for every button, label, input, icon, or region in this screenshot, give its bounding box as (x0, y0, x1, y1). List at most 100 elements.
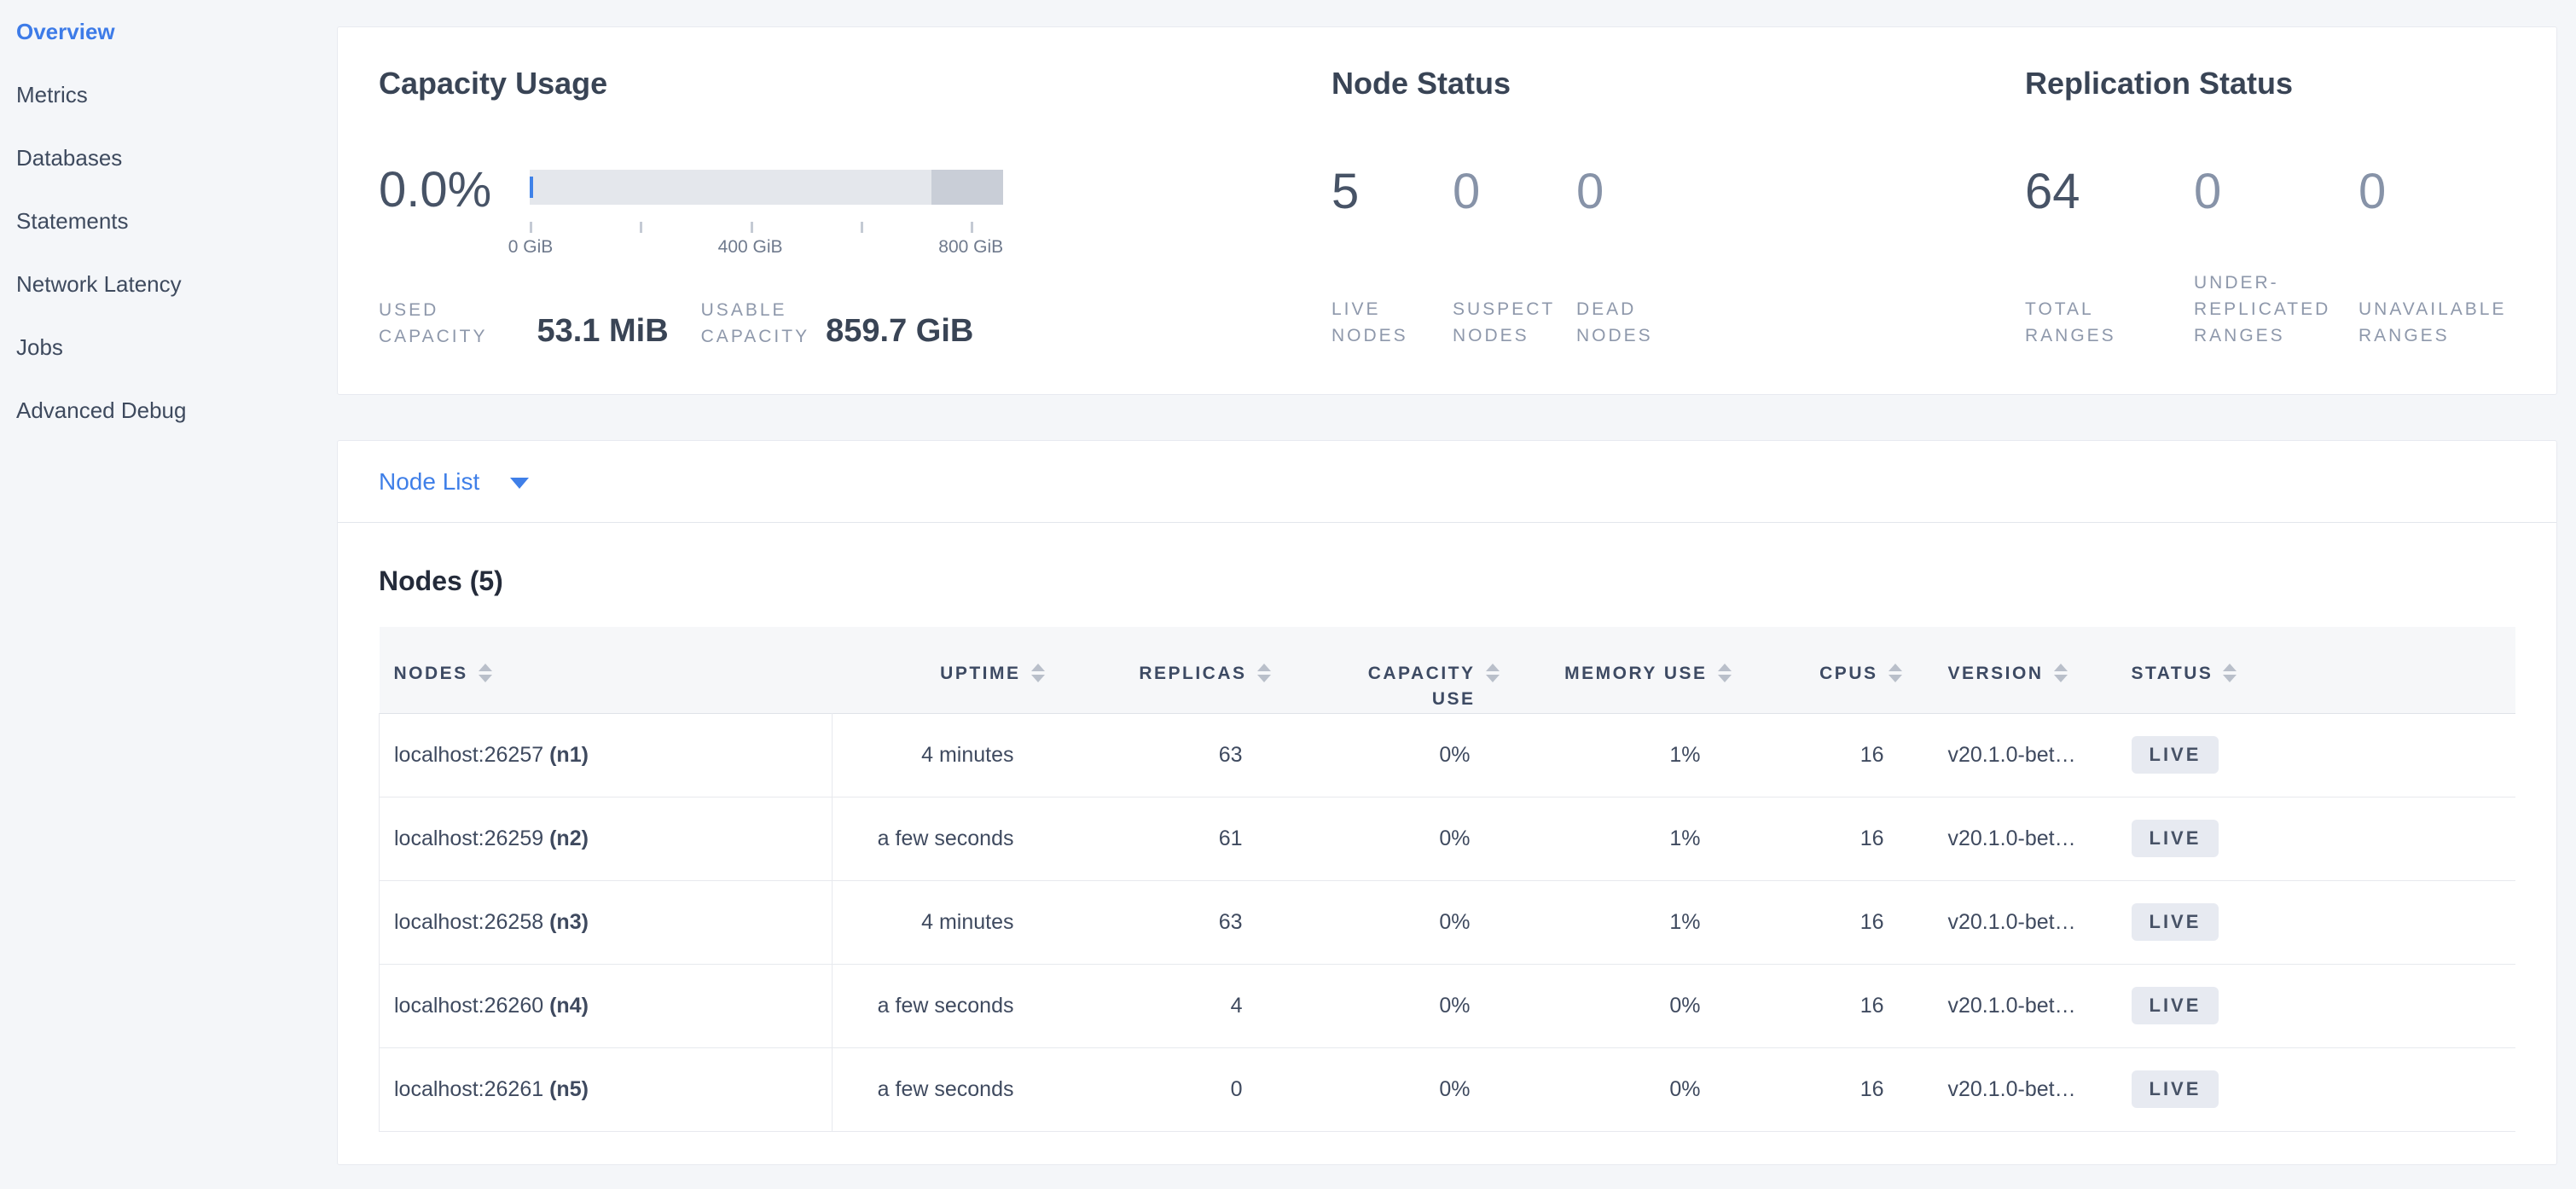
node-cpus: 16 (1743, 713, 1914, 798)
node-status-section: Node Status 5 LIVE NODES 0 SUSPECT NODES… (1332, 65, 2025, 394)
node-list-card: Node List Nodes (5) NODES UPTIME (337, 440, 2557, 1165)
node-cpus: 16 (1743, 964, 1914, 1048)
column-header-label: STATUS (2131, 664, 2213, 683)
dead-nodes-stat: 0 DEAD NODES (1576, 165, 1653, 349)
total-ranges-label: TOTAL RANGES (2025, 299, 2116, 345)
chevron-down-icon (510, 478, 530, 489)
sort-icon (478, 664, 492, 682)
node-row[interactable]: localhost:26260 (n4) a few seconds 4 0% … (379, 964, 2515, 1048)
node-memory-use: 1% (1511, 880, 1743, 965)
node-address[interactable]: localhost:26257 (394, 742, 544, 767)
under-replicated-ranges-value: 0 (2194, 164, 2222, 219)
node-address[interactable]: localhost:26259 (394, 826, 544, 850)
node-address[interactable]: localhost:26261 (394, 1076, 544, 1101)
node-memory-use: 0% (1511, 1047, 1743, 1132)
capacity-usage-section: Capacity Usage 0.0% 0 GiB 400 GiB 800 Gi… (379, 65, 1332, 394)
capacity-usage-title: Capacity Usage (379, 66, 608, 101)
gauge-tick (860, 222, 863, 233)
sort-icon (1256, 664, 1271, 682)
node-list-selector-label: Node List (379, 467, 480, 495)
sort-icon (2223, 664, 2237, 682)
column-header-replicas[interactable]: REPLICAS (1057, 627, 1283, 713)
used-capacity-label: USED CAPACITY (379, 300, 488, 346)
node-version: v20.1.0-bet… (1913, 797, 2115, 881)
column-header-label: REPLICAS (1139, 664, 1247, 683)
node-status-title: Node Status (1332, 66, 1511, 101)
sort-icon (1485, 664, 1500, 682)
column-header-label: MEMORY USE (1564, 664, 1708, 683)
status-badge: LIVE (2131, 1070, 2219, 1108)
node-id: (n1) (549, 742, 589, 767)
status-badge: LIVE (2131, 903, 2219, 941)
sidebar-item-statements[interactable]: Statements (16, 208, 129, 234)
node-replicas: 61 (1056, 797, 1283, 881)
node-cpus: 16 (1743, 1047, 1914, 1132)
node-replicas: 63 (1056, 880, 1283, 965)
sidebar-item-jobs[interactable]: Jobs (16, 334, 63, 360)
live-nodes-value: 5 (1332, 164, 1360, 219)
gauge-tick-label: 0 GiB (508, 237, 554, 257)
node-capacity-use: 0% (1282, 713, 1511, 798)
node-list-view-selector[interactable]: Node List (338, 441, 2556, 523)
sort-icon (1030, 664, 1045, 682)
column-header-label: CAPACITY USE (1367, 664, 1476, 709)
capacity-gauge-track (530, 170, 1003, 205)
live-nodes-stat: 5 LIVE NODES (1332, 165, 1453, 349)
column-header-label: CPUS (1819, 664, 1878, 683)
nodes-section-title: Nodes (5) (379, 566, 503, 596)
node-cpus: 16 (1743, 880, 1914, 965)
column-header-nodes[interactable]: NODES (380, 627, 833, 713)
node-address[interactable]: localhost:26260 (394, 993, 544, 1018)
suspect-nodes-label: SUSPECT NODES (1453, 299, 1556, 345)
node-version: v20.1.0-bet… (1913, 713, 2115, 798)
node-capacity-use: 0% (1282, 1047, 1511, 1132)
node-row[interactable]: localhost:26257 (n1) 4 minutes 63 0% 1% … (379, 713, 2515, 798)
gauge-tick (971, 222, 974, 233)
sidebar-item-advanced-debug[interactable]: Advanced Debug (16, 397, 187, 423)
status-badge: LIVE (2131, 987, 2219, 1024)
column-header-capacity-use[interactable]: CAPACITY USE (1283, 627, 1511, 713)
usable-capacity-stat: USABLE CAPACITY 859.7 GiB (701, 297, 974, 350)
node-id: (n5) (549, 1076, 589, 1101)
sort-icon (1888, 664, 1902, 682)
total-ranges-stat: 64 TOTAL RANGES (2025, 165, 2194, 349)
sidebar-item-metrics[interactable]: Metrics (16, 82, 88, 107)
dead-nodes-label: DEAD NODES (1576, 299, 1653, 345)
sidebar-item-network-latency[interactable]: Network Latency (16, 271, 182, 297)
node-id: (n2) (549, 826, 589, 850)
capacity-gauge-used-segment (530, 177, 533, 198)
node-id: (n4) (549, 993, 589, 1018)
sort-icon (1717, 664, 1732, 682)
node-memory-use: 1% (1511, 797, 1743, 881)
cluster-summary-card: Capacity Usage 0.0% 0 GiB 400 GiB 800 Gi… (337, 26, 2557, 395)
replication-status-section: Replication Status 64 TOTAL RANGES 0 UND… (2025, 65, 2515, 394)
sidebar-item-databases[interactable]: Databases (16, 145, 123, 171)
sidebar-item-overview[interactable]: Overview (16, 19, 115, 44)
node-uptime: 4 minutes (832, 713, 1057, 798)
node-address[interactable]: localhost:26258 (394, 909, 544, 934)
column-header-status[interactable]: STATUS (2115, 627, 2516, 713)
node-row[interactable]: localhost:26259 (n2) a few seconds 61 0%… (379, 797, 2515, 881)
column-header-cpus[interactable]: CPUS (1743, 627, 1914, 713)
column-header-uptime[interactable]: UPTIME (833, 627, 1057, 713)
node-row[interactable]: localhost:26258 (n3) 4 minutes 63 0% 1% … (379, 880, 2515, 965)
suspect-nodes-value: 0 (1453, 164, 1481, 219)
dead-nodes-value: 0 (1576, 164, 1604, 219)
live-nodes-label: LIVE NODES (1332, 299, 1408, 345)
gauge-tick (750, 222, 753, 233)
gauge-tick (530, 222, 532, 233)
node-replicas: 0 (1056, 1047, 1283, 1132)
gauge-tick-label: 800 GiB (938, 237, 1004, 257)
column-header-version[interactable]: VERSION (1914, 627, 2115, 713)
column-header-memory-use[interactable]: MEMORY USE (1511, 627, 1743, 713)
unavailable-ranges-stat: 0 UNAVAILABLE RANGES (2358, 165, 2506, 349)
column-header-label: UPTIME (940, 664, 1021, 683)
node-id: (n3) (549, 909, 589, 934)
node-row[interactable]: localhost:26261 (n5) a few seconds 0 0% … (379, 1047, 2515, 1132)
node-capacity-use: 0% (1282, 797, 1511, 881)
node-uptime: a few seconds (832, 1047, 1057, 1132)
under-replicated-ranges-stat: 0 UNDER- REPLICATED RANGES (2194, 165, 2358, 349)
capacity-gauge-other-segment (931, 170, 1003, 205)
node-version: v20.1.0-bet… (1913, 964, 2115, 1048)
main-content: Capacity Usage 0.0% 0 GiB 400 GiB 800 Gi… (337, 0, 2576, 1165)
